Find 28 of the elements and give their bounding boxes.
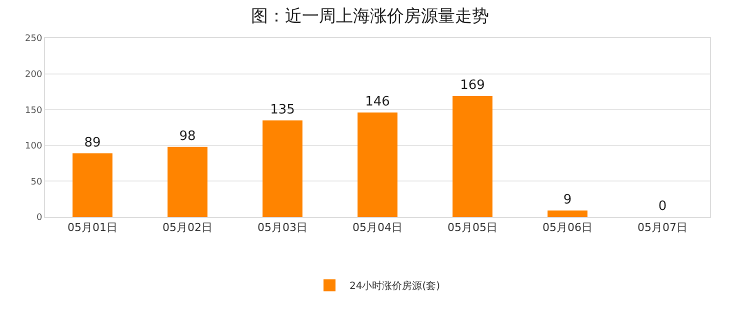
bar <box>262 120 302 217</box>
bar <box>168 146 208 217</box>
legend-label: 24小时涨价房源(套) <box>350 280 440 292</box>
x-tick-label: 05月07日 <box>638 221 688 234</box>
data-label: 135 <box>270 102 295 118</box>
x-tick-label: 05月02日 <box>162 221 212 234</box>
data-label: 98 <box>179 128 196 144</box>
data-label: 9 <box>563 192 572 208</box>
chart-title: 图：近一周上海涨价房源量走势 <box>251 6 489 26</box>
x-tick-label: 05月04日 <box>352 221 402 234</box>
data-label: 169 <box>460 78 485 93</box>
x-tick-label: 05月05日 <box>448 221 498 234</box>
data-label: 89 <box>84 135 101 150</box>
bar <box>72 153 112 217</box>
x-tick-label: 05月03日 <box>258 221 308 234</box>
y-tick-label: 250 <box>25 34 42 44</box>
data-label: 146 <box>365 94 390 110</box>
data-label: 0 <box>658 199 667 214</box>
bar <box>358 112 398 217</box>
bar <box>548 210 588 217</box>
y-tick-label: 50 <box>30 177 42 188</box>
x-tick-label: 05月06日 <box>542 221 592 234</box>
y-tick-label: 100 <box>25 142 42 152</box>
y-tick-label: 0 <box>36 213 42 224</box>
y-tick-label: 150 <box>25 106 42 116</box>
y-tick-label: 200 <box>25 70 42 80</box>
bar <box>452 96 492 217</box>
x-tick-label: 05月01日 <box>68 221 118 234</box>
